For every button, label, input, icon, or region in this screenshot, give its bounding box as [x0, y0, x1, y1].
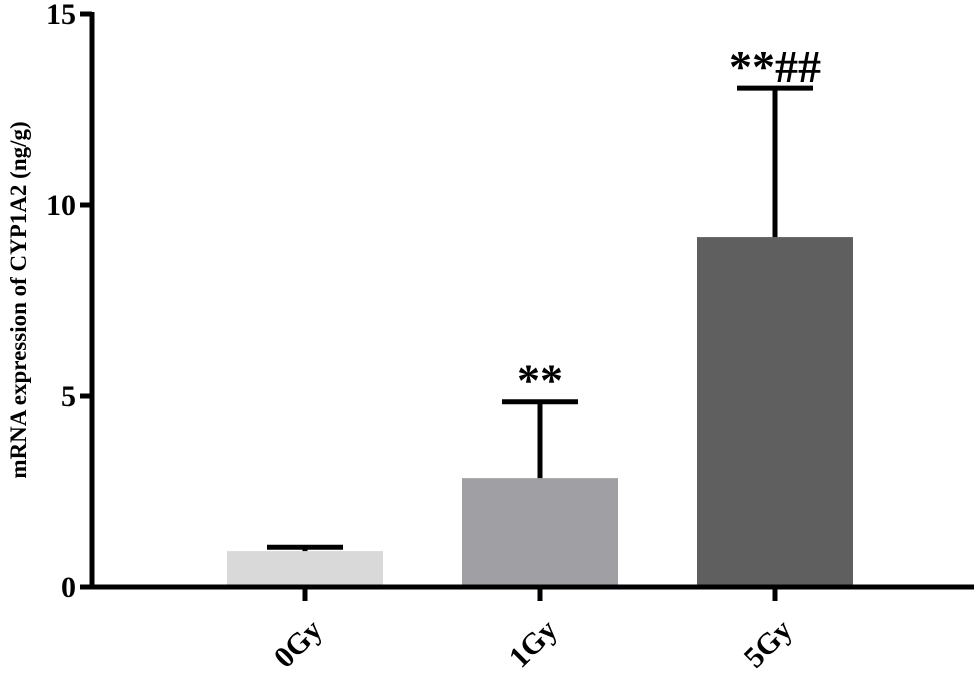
error-bar: [267, 544, 343, 552]
y-tick-label: 0: [61, 571, 76, 604]
y-tick-label: 5: [61, 380, 76, 413]
error-bar: [737, 85, 813, 238]
y-axis-label: mRNA expression of CYP1A2 (ng/g): [6, 121, 31, 478]
bar: [462, 478, 618, 587]
x-tick-label: 1Gy: [503, 613, 564, 674]
annotation: **: [517, 355, 563, 406]
bar: [697, 237, 853, 587]
error-bar: [502, 399, 578, 479]
x-tick-label: 5Gy: [738, 613, 799, 674]
y-tick-label: 10: [46, 189, 76, 222]
y-tick-label: 15: [46, 0, 76, 31]
bar: [227, 551, 383, 587]
x-tick-label: 0Gy: [268, 613, 329, 674]
annotation: **##: [729, 41, 821, 92]
